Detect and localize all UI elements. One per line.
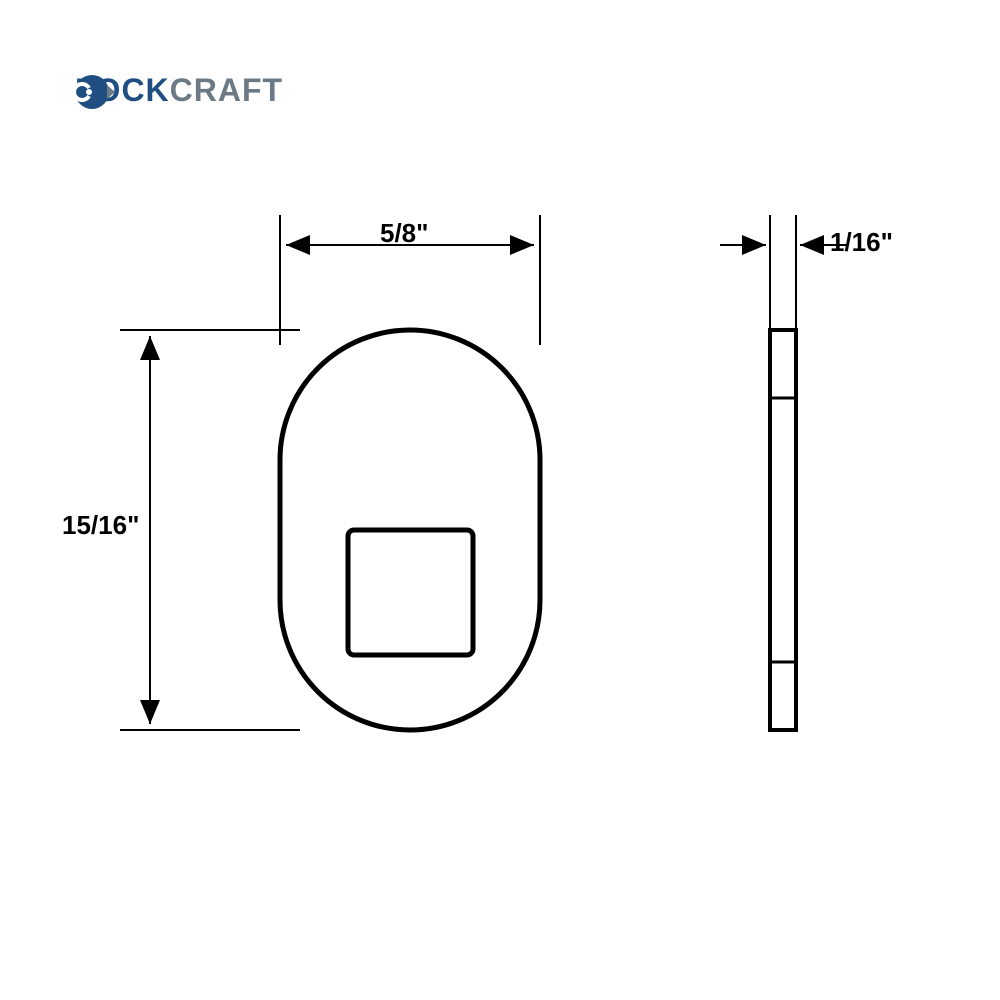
drawing-canvas: LOCKCRAFT 5/8" 15/16" 1/16" — [0, 0, 1000, 1000]
dim-thickness — [720, 215, 846, 328]
technical-drawing — [0, 0, 1000, 1000]
dim-width — [280, 215, 540, 345]
dim-height — [120, 330, 300, 730]
square-cutout — [348, 530, 473, 655]
side-view — [770, 330, 796, 730]
front-view — [280, 330, 540, 730]
